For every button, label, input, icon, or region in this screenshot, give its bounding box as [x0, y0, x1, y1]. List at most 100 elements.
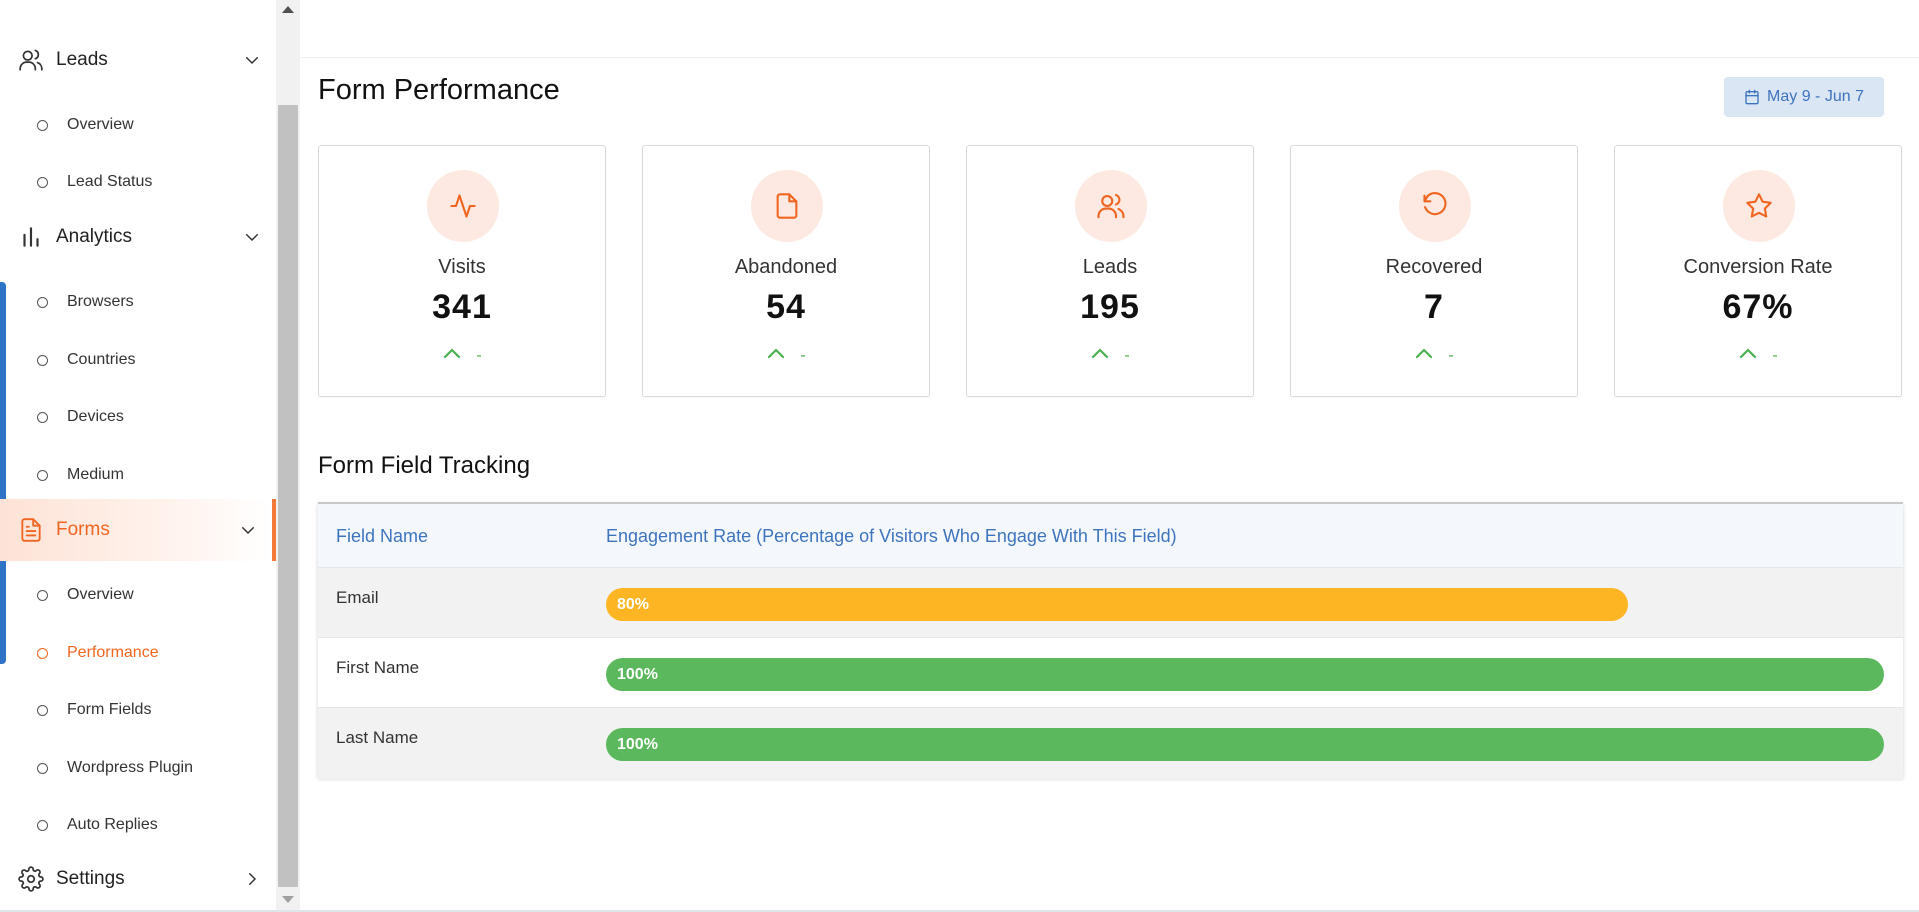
chevron-right-icon[interactable] — [242, 869, 262, 889]
field-name-cell: Email — [336, 588, 379, 607]
calendar-icon — [1744, 89, 1760, 105]
engagement-bar-track: 100% — [606, 658, 1884, 691]
date-range-button[interactable]: May 9 - Jun 7 — [1724, 77, 1884, 117]
users-icon — [1075, 170, 1147, 242]
sidebar-item-lead-status[interactable]: Lead Status — [0, 162, 276, 202]
stat-trend: - — [319, 346, 605, 365]
sidebar-item-label: Lead Status — [67, 173, 153, 190]
scroll-up-arrow-icon[interactable] — [282, 6, 294, 13]
chevron-up-icon — [1738, 346, 1758, 365]
top-bar — [300, 0, 1919, 58]
circle-icon — [37, 589, 48, 601]
circle-icon — [37, 296, 48, 308]
section-title-form-field-tracking: Form Field Tracking — [318, 452, 531, 479]
sidebar-group-label: Forms — [56, 519, 110, 540]
sidebar-group-leads[interactable]: Leads — [0, 33, 276, 87]
rotate-ccw-icon — [1399, 170, 1471, 242]
chevron-up-icon — [1090, 346, 1110, 365]
circle-icon — [37, 411, 48, 423]
circle-icon — [37, 119, 48, 131]
stat-label: Abandoned — [734, 256, 838, 278]
gear-icon — [18, 866, 44, 892]
main-content: Form Performance May 9 - Jun 7 Visits 34… — [300, 0, 1919, 912]
engagement-bar-label: 100% — [617, 665, 658, 683]
stat-card-abandoned: Abandoned 54 - — [642, 145, 930, 397]
star-icon — [1723, 170, 1795, 242]
sidebar-item-form-fields[interactable]: Form Fields — [0, 690, 276, 730]
stat-value: 341 — [432, 288, 492, 326]
stat-trend: - — [1291, 346, 1577, 365]
stat-card-leads: Leads 195 - — [966, 145, 1254, 397]
table-row: Email 80% — [318, 568, 1903, 638]
table-header: Field Name Engagement Rate (Percentage o… — [318, 504, 1903, 568]
trend-value: - — [800, 346, 806, 364]
field-name-cell: First Name — [336, 658, 420, 677]
sidebar-item-label: Medium — [67, 466, 124, 483]
sidebar-item-label: Form Fields — [67, 701, 152, 718]
chevron-up-icon — [766, 346, 786, 365]
sidebar-item-wordpress-plugin[interactable]: Wordpress Plugin — [0, 748, 276, 788]
sidebar-item-label: Wordpress Plugin — [67, 759, 193, 776]
sidebar-item-performance[interactable]: Performance — [0, 633, 276, 673]
sidebar-item-devices[interactable]: Devices — [0, 397, 276, 437]
chevron-up-icon — [442, 346, 462, 365]
sidebar-group-analytics[interactable]: Analytics — [0, 210, 276, 264]
sidebar-item-leads-overview[interactable]: Overview — [0, 105, 276, 145]
stat-label: Visits — [438, 256, 486, 278]
field-tracking-table: Field Name Engagement Rate (Percentage o… — [318, 502, 1903, 779]
circle-icon — [37, 704, 48, 716]
sidebar-item-medium[interactable]: Medium — [0, 455, 276, 495]
stat-value: 54 — [766, 288, 806, 326]
table-row: Last Name 100% — [318, 708, 1903, 779]
circle-icon — [37, 469, 48, 481]
circle-icon — [37, 354, 48, 366]
scrollbar-thumb[interactable] — [278, 105, 298, 887]
trend-value: - — [1124, 346, 1130, 364]
engagement-bar-track: 80% — [606, 588, 1884, 621]
sidebar-item-countries[interactable]: Countries — [0, 340, 276, 380]
sidebar-item-browsers[interactable]: Browsers — [0, 282, 276, 322]
sidebar-group-label: Leads — [56, 49, 108, 70]
file-icon — [751, 170, 823, 242]
engagement-bar: 80% — [606, 588, 1629, 621]
stat-label: Recovered — [1385, 256, 1483, 278]
sidebar-item-label: Countries — [67, 351, 136, 368]
engagement-bar-label: 80% — [617, 595, 650, 613]
sidebar-group-settings[interactable]: Settings — [0, 852, 276, 906]
chevron-down-icon[interactable] — [238, 520, 258, 540]
sidebar-item-label: Overview — [67, 116, 134, 133]
sidebar-item-auto-replies[interactable]: Auto Replies — [0, 805, 276, 845]
stat-value: 7 — [1424, 288, 1444, 326]
page-bottom-border — [0, 910, 1919, 912]
circle-icon — [37, 819, 48, 831]
sidebar-item-label: Browsers — [67, 293, 134, 310]
sidebar: Leads Overview Lead Status Analytics Bro… — [0, 0, 276, 912]
chevron-down-icon[interactable] — [242, 227, 262, 247]
sidebar-item-label: Auto Replies — [67, 816, 158, 833]
stat-card-conversion-rate: Conversion Rate 67% - — [1614, 145, 1902, 397]
stat-card-visits: Visits 341 - — [318, 145, 606, 397]
stat-value: 67% — [1722, 288, 1794, 326]
file-text-icon — [18, 517, 44, 543]
stat-value: 195 — [1080, 288, 1140, 326]
page-title: Form Performance — [318, 74, 560, 106]
engagement-bar: 100% — [606, 728, 1884, 761]
trend-value: - — [1448, 346, 1454, 364]
stat-trend: - — [643, 346, 929, 365]
circle-icon — [37, 762, 48, 774]
stat-label: Leads — [1082, 256, 1138, 278]
users-icon — [18, 47, 44, 73]
trend-value: - — [1772, 346, 1778, 364]
sidebar-group-label: Analytics — [56, 226, 133, 247]
chevron-down-icon[interactable] — [242, 50, 262, 70]
activity-icon — [427, 170, 499, 242]
sidebar-group-label: Settings — [56, 868, 125, 889]
sidebar-item-forms-overview[interactable]: Overview — [0, 575, 276, 615]
engagement-bar-label: 100% — [617, 735, 658, 753]
scroll-down-arrow-icon[interactable] — [282, 896, 294, 903]
sidebar-group-forms[interactable]: Forms — [0, 499, 276, 561]
stat-trend: - — [1615, 346, 1901, 365]
field-name-cell: Last Name — [336, 728, 419, 747]
date-range-label: May 9 - Jun 7 — [1767, 88, 1864, 105]
sidebar-item-label: Overview — [67, 586, 134, 603]
